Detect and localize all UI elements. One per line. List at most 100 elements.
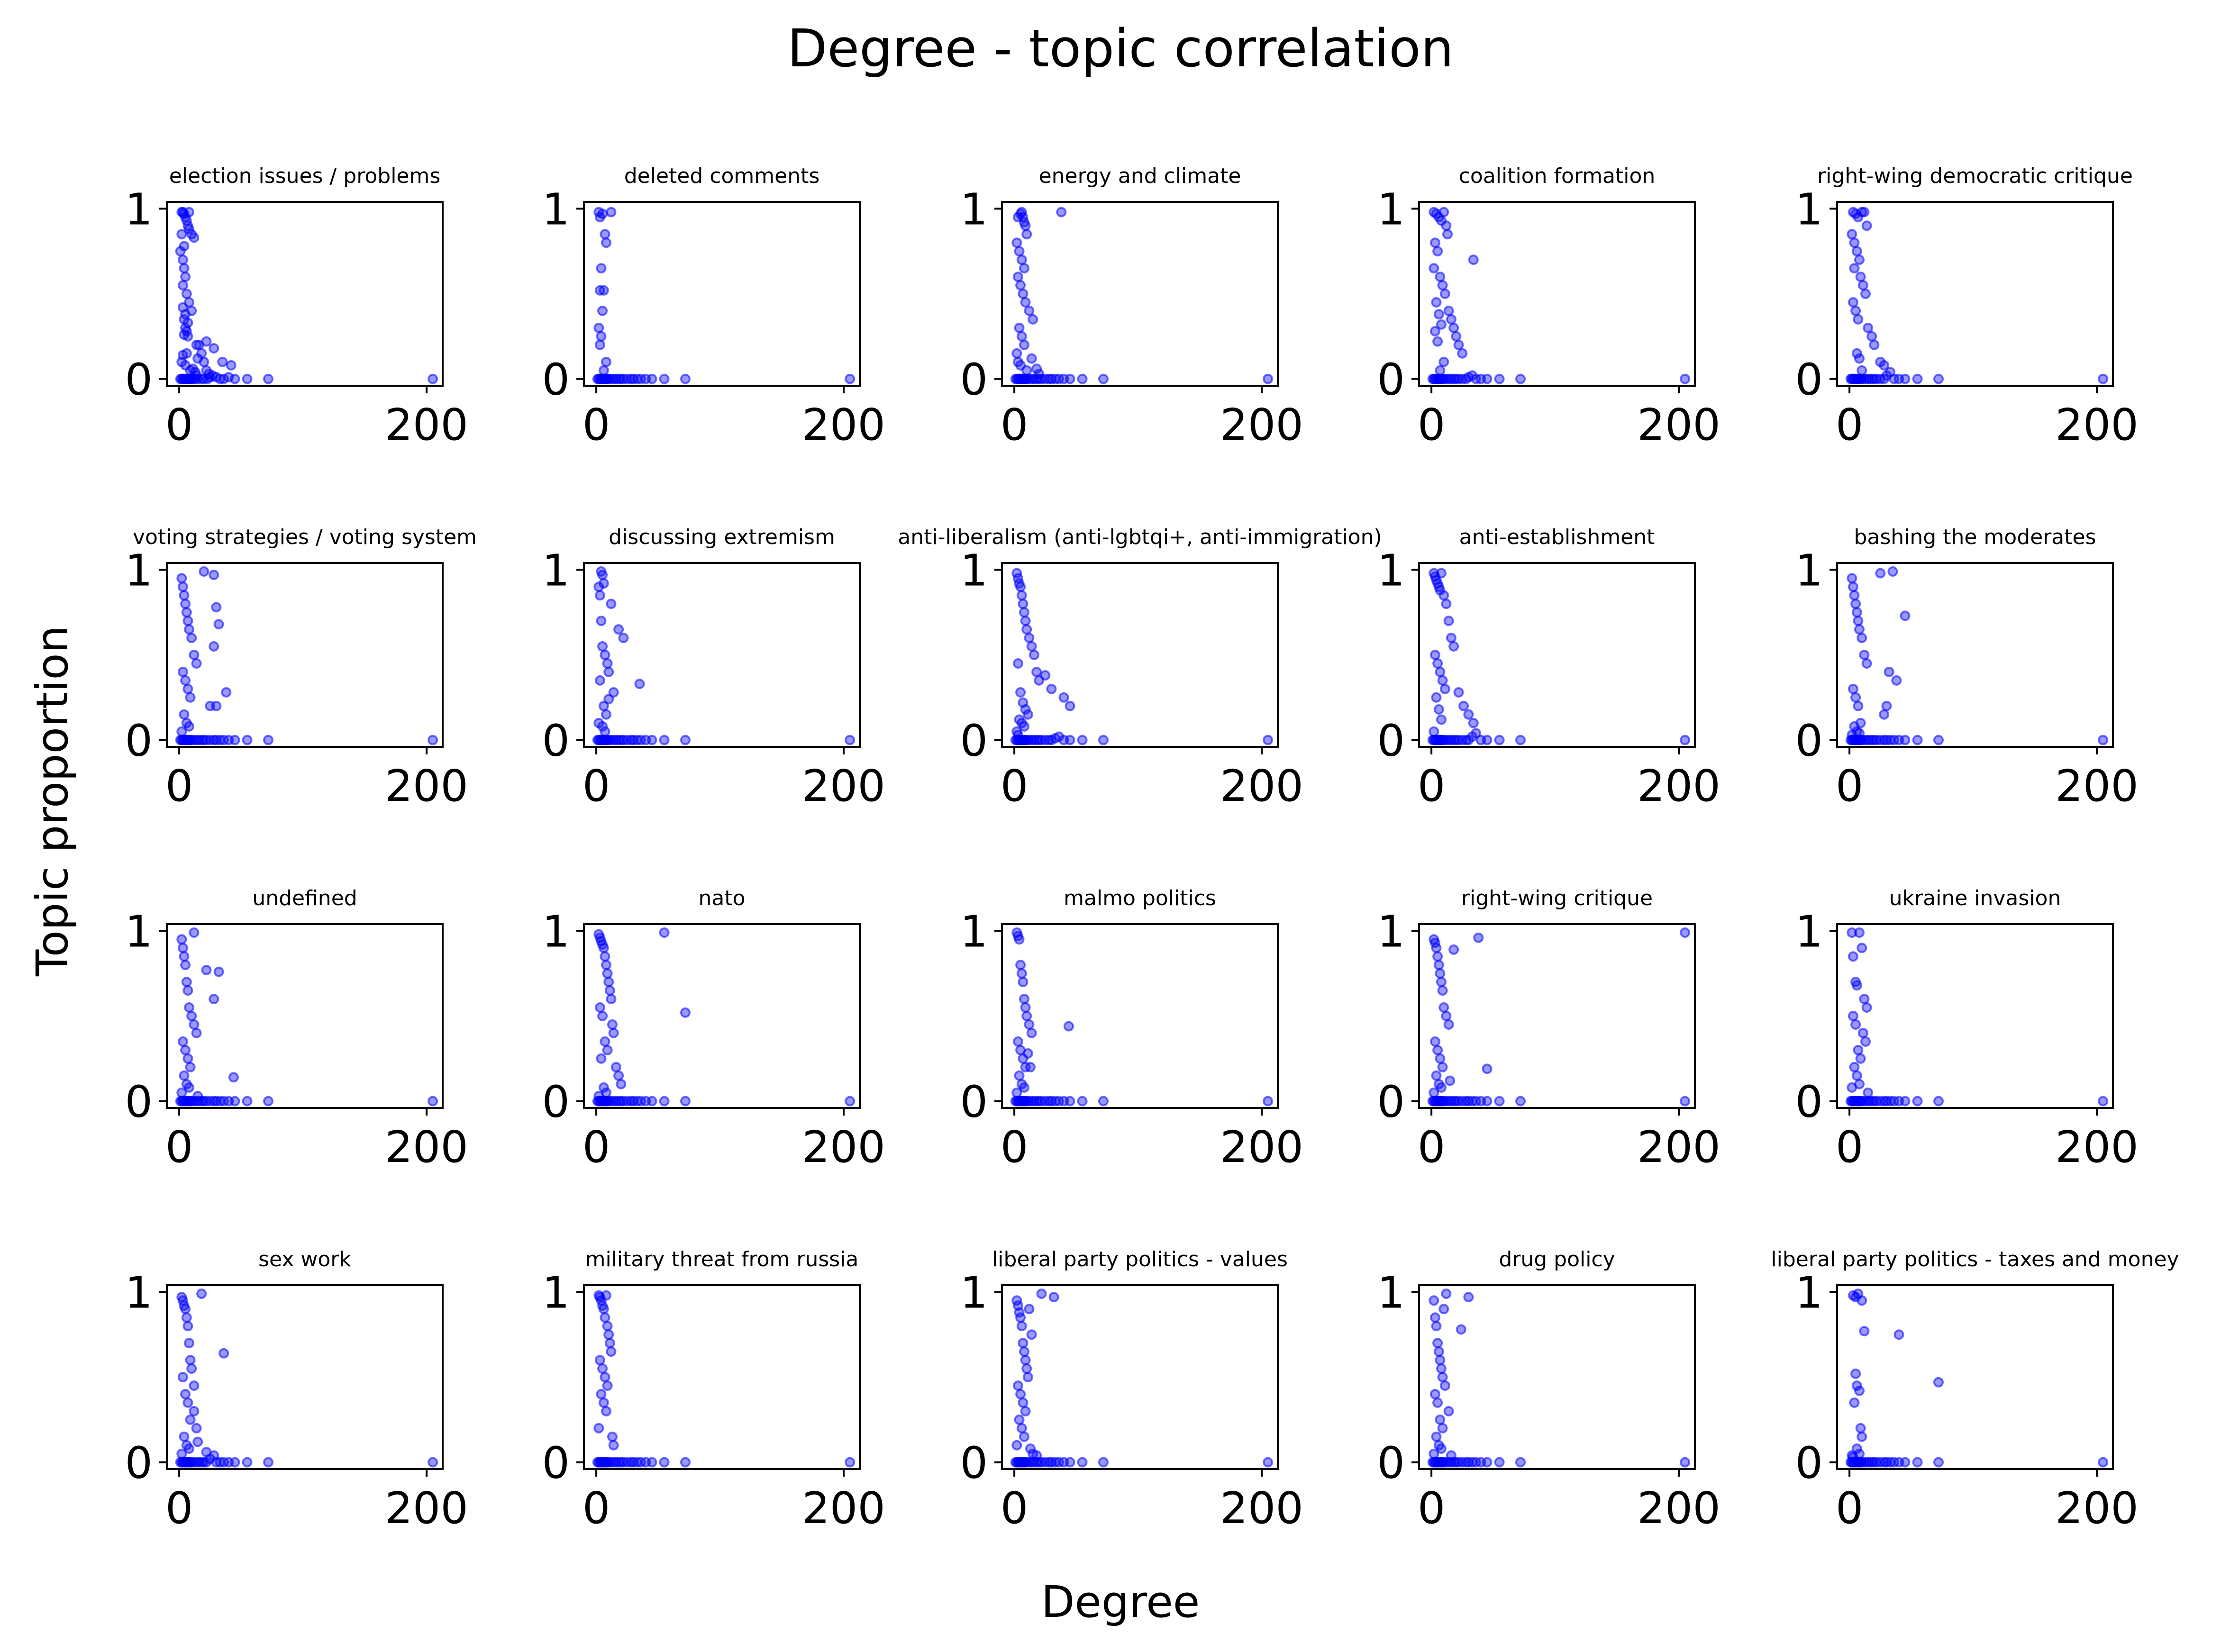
- scatter-point: [1438, 590, 1449, 601]
- x-tick-label: 0: [1001, 761, 1029, 811]
- scatter-point: [180, 309, 191, 320]
- scatter-point: [1098, 1457, 1109, 1468]
- scatter-point: [1432, 1044, 1443, 1055]
- y-tick-label: 0: [542, 716, 570, 766]
- scatter-point: [179, 951, 190, 962]
- subplot-2: deleted comments 0 200 0 1: [542, 164, 885, 450]
- scatter-point: [1900, 373, 1911, 384]
- scatter-point: [659, 1457, 670, 1468]
- x-tick-label: 200: [385, 399, 468, 450]
- x-tick-label: 0: [1001, 399, 1029, 450]
- scatter-point: [1900, 1096, 1911, 1107]
- scatter-point: [1024, 305, 1035, 316]
- scatter-point: [1431, 1321, 1442, 1332]
- scatter-point: [1443, 1406, 1454, 1416]
- scatter-point: [602, 1321, 613, 1332]
- scatter-point: [598, 1304, 609, 1315]
- scatter-point: [177, 943, 188, 953]
- scatter-point: [1020, 1002, 1031, 1013]
- subplot-title: bashing the moderates: [1854, 525, 2096, 549]
- scatter-point: [179, 263, 190, 274]
- scatter-point: [1854, 254, 1865, 265]
- scatter-points: [1427, 568, 1691, 745]
- scatter-point: [602, 1044, 613, 1055]
- scatter-point: [2098, 1096, 2109, 1107]
- scatter-point: [601, 237, 611, 248]
- scatter-point: [1887, 566, 1898, 577]
- scatter-point: [189, 650, 200, 660]
- x-tick-label: 0: [583, 399, 610, 450]
- scatter-point: [1437, 675, 1448, 686]
- y-tick-label: 1: [960, 906, 988, 957]
- scatter-point: [680, 1457, 691, 1468]
- scatter-point: [1021, 1011, 1032, 1021]
- scatter-point: [1031, 1450, 1042, 1461]
- x-tick-label: 200: [1220, 399, 1303, 450]
- scatter-point: [1875, 568, 1886, 579]
- scatter-point: [1018, 1338, 1029, 1349]
- scatter-points: [175, 1289, 438, 1468]
- y-tick-label: 0: [1377, 1438, 1405, 1489]
- scatter-point: [184, 721, 194, 732]
- scatter-point: [176, 1087, 187, 1098]
- scatter-point: [1018, 977, 1029, 988]
- subplot-title: nato: [698, 886, 745, 910]
- scatter-point: [181, 977, 192, 988]
- scatter-point: [1429, 326, 1440, 336]
- scatter-point: [184, 1443, 194, 1454]
- subplot-title: malmo politics: [1064, 886, 1216, 910]
- scatter-point: [1443, 1019, 1454, 1030]
- scatter-point: [659, 735, 670, 745]
- scatter-point: [1438, 1002, 1449, 1013]
- scatter-point: [1848, 297, 1858, 308]
- scatter-point: [1014, 934, 1025, 945]
- scatter-point: [596, 331, 607, 342]
- scatter-point: [189, 927, 200, 938]
- scatter-point: [1016, 590, 1027, 601]
- y-tick-label: 1: [542, 1267, 570, 1318]
- scatter-point: [1040, 670, 1051, 681]
- scatter-point: [634, 679, 645, 690]
- scatter-point: [1853, 314, 1864, 325]
- x-tick-label: 200: [1637, 761, 1720, 811]
- scatter-point: [594, 590, 605, 601]
- scatter-point: [1018, 1397, 1029, 1408]
- scatter-point: [1933, 1377, 1944, 1388]
- scatter-point: [182, 616, 193, 626]
- scatter-point: [646, 735, 657, 745]
- scatter-point: [1863, 322, 1874, 333]
- scatter-point: [1436, 319, 1447, 330]
- scatter-point: [180, 599, 191, 609]
- scatter-point: [1879, 709, 1890, 720]
- y-tick-label: 0: [960, 1438, 988, 1489]
- scatter-point: [1857, 1027, 1868, 1038]
- scatter-point: [1933, 1457, 1944, 1468]
- scatter-point: [596, 616, 607, 626]
- scatter-point: [185, 1355, 196, 1366]
- x-tick-label: 200: [1637, 399, 1720, 450]
- subplot-title: anti-establishment: [1459, 525, 1655, 549]
- scatter-point: [1432, 336, 1443, 347]
- scatter-point: [598, 285, 609, 296]
- scatter-point: [1680, 373, 1691, 384]
- scatter-point: [1884, 666, 1894, 677]
- scatter-point: [428, 1457, 438, 1468]
- axes-frame: [583, 562, 861, 748]
- y-tick-label: 0: [1377, 1077, 1405, 1127]
- scatter-point: [182, 318, 193, 328]
- scatter-point: [1019, 1346, 1029, 1357]
- scatter-point: [189, 232, 200, 243]
- scatter-point: [646, 1457, 657, 1468]
- scatter-point: [179, 709, 190, 720]
- scatter-point: [1429, 237, 1440, 248]
- scatter-point: [1482, 1063, 1493, 1074]
- scatter-point: [1012, 1036, 1023, 1047]
- scatter-point: [1031, 666, 1042, 677]
- scatter-point: [1098, 1096, 1109, 1107]
- subplot-title: drug policy: [1499, 1247, 1615, 1271]
- scatter-point: [186, 1011, 197, 1021]
- scatter-point: [182, 1321, 193, 1332]
- x-tick-label: 200: [802, 1122, 885, 1172]
- scatter-point: [1933, 1096, 1944, 1107]
- scatter-point: [1851, 607, 1862, 618]
